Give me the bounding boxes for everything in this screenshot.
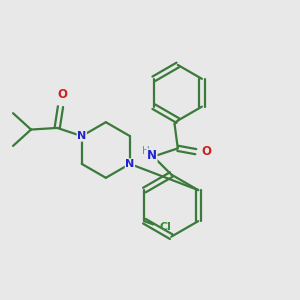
Text: O: O [57, 88, 67, 101]
Text: N: N [147, 149, 157, 162]
Text: O: O [202, 145, 212, 158]
Text: N: N [77, 131, 86, 141]
Text: N: N [125, 159, 134, 169]
Text: Cl: Cl [159, 222, 171, 232]
Text: H: H [142, 146, 150, 156]
